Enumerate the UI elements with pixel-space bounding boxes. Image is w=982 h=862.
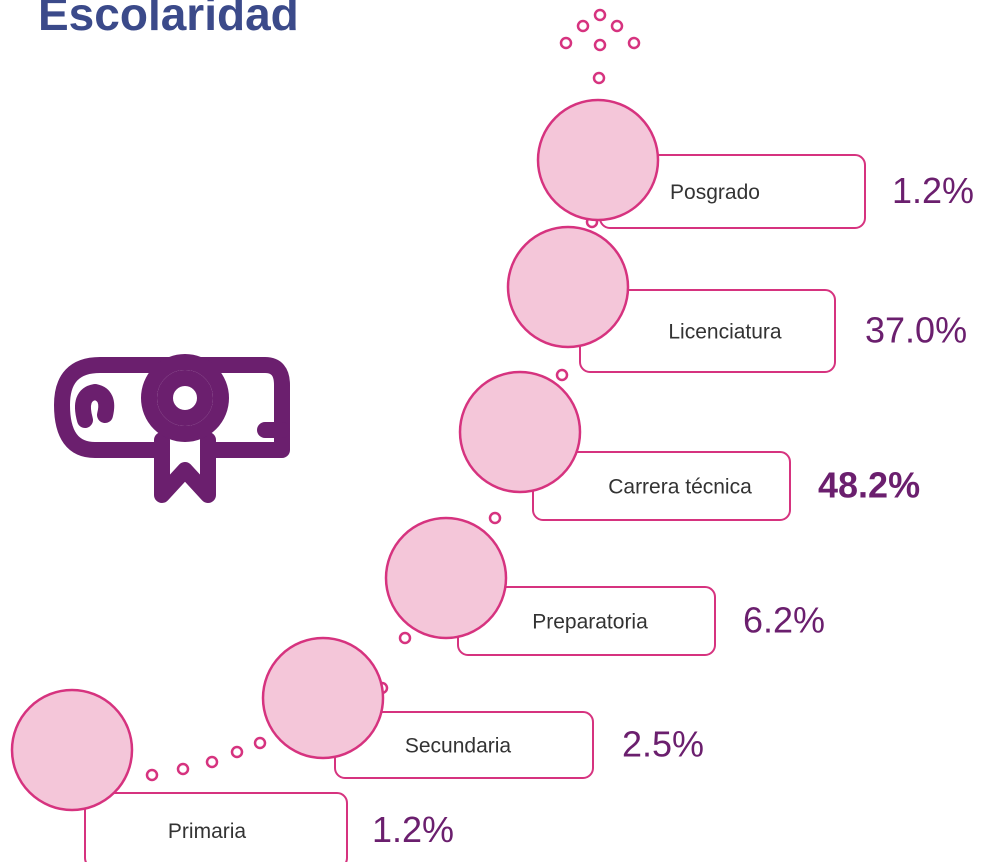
level-value: 2.5% xyxy=(622,724,704,765)
level-circle xyxy=(536,98,660,222)
diploma-icon xyxy=(54,354,290,503)
level-value: 6.2% xyxy=(743,600,825,641)
level-value: 48.2% xyxy=(818,465,920,506)
level-label: Licenciatura xyxy=(668,321,782,344)
level-label: Posgrado xyxy=(670,181,760,204)
level-label: Primaria xyxy=(168,820,246,843)
level-circle xyxy=(261,636,385,760)
level-value: 1.2% xyxy=(372,809,454,850)
level-circle xyxy=(458,370,582,494)
level-circle xyxy=(10,688,134,812)
label-box xyxy=(84,792,348,862)
level-label: Preparatoria xyxy=(532,611,648,634)
level-value: 37.0% xyxy=(865,310,967,351)
title: Escolaridad xyxy=(38,0,299,40)
level-circle xyxy=(506,225,630,349)
level-label: Secundaria xyxy=(405,735,512,758)
level-value: 1.2% xyxy=(892,170,974,211)
level-label: Carrera técnica xyxy=(608,476,752,499)
level-circle xyxy=(384,516,508,640)
